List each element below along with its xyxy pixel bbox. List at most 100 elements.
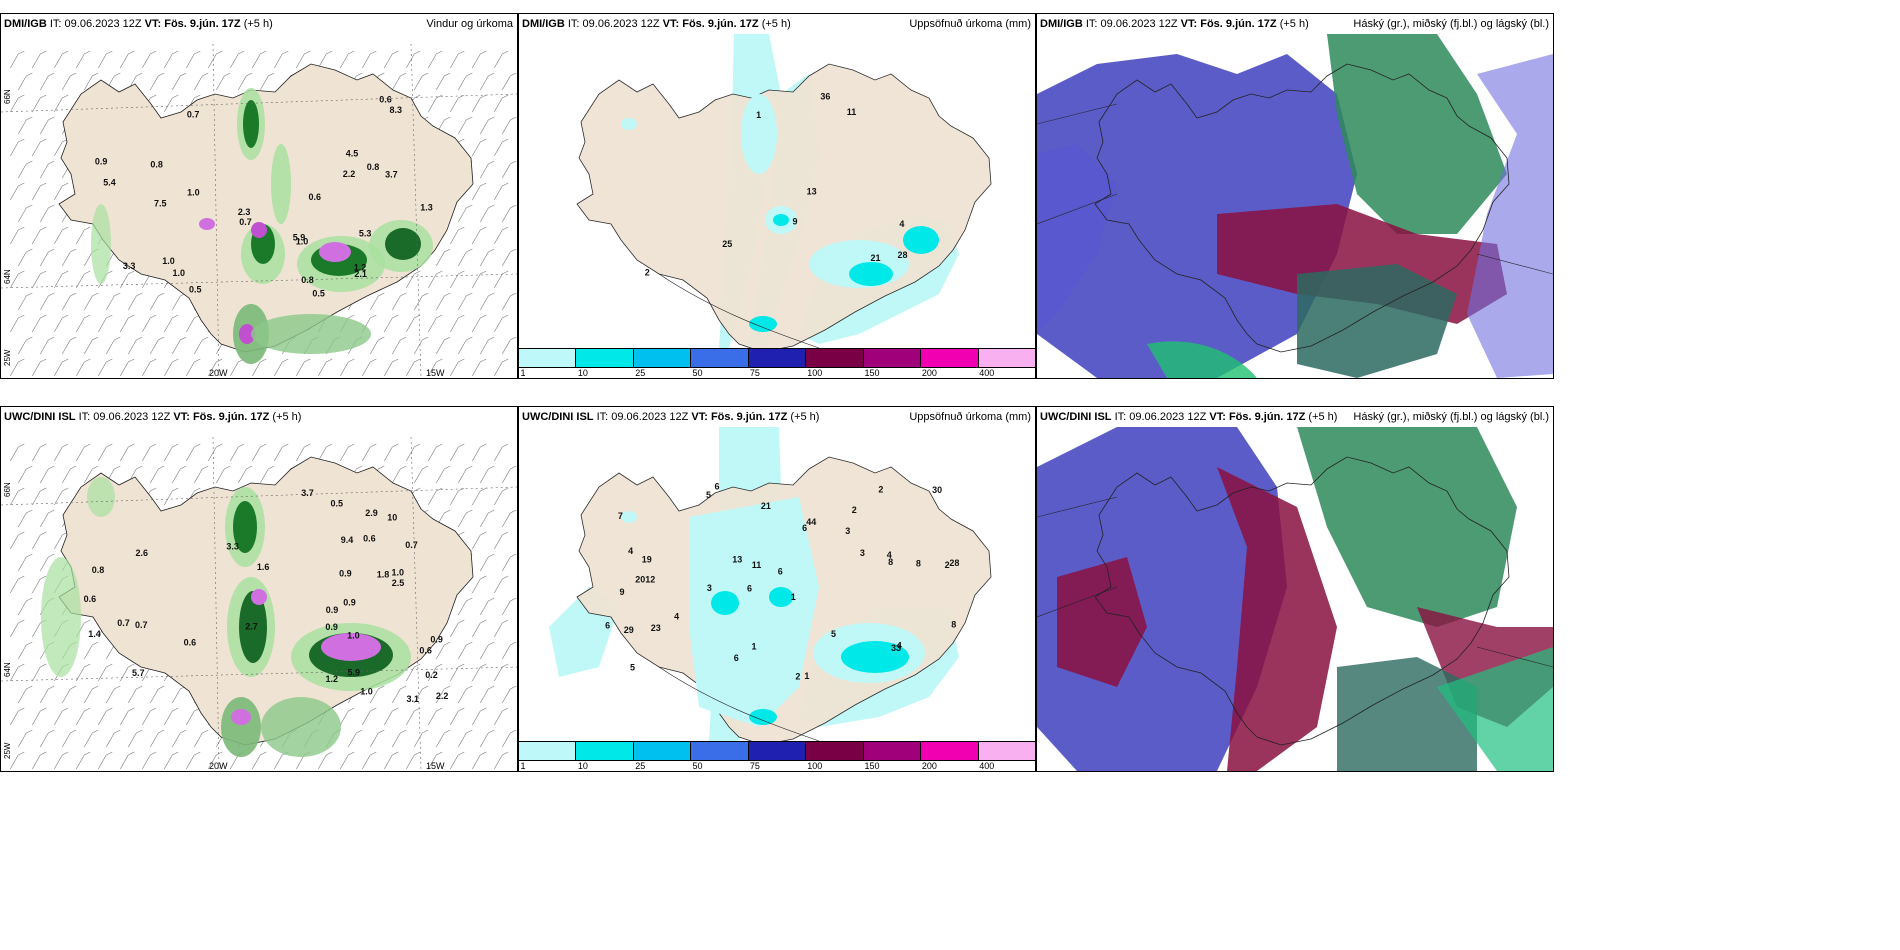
value-label: 3.1 xyxy=(407,694,420,704)
wind-barb xyxy=(480,72,495,91)
vt-label: VT: xyxy=(691,411,708,423)
wind-barb xyxy=(164,50,179,69)
wind-barb xyxy=(18,509,33,528)
wind-barb xyxy=(428,50,443,69)
wind-barb xyxy=(472,487,487,506)
cloud-cover-map[interactable] xyxy=(1037,34,1553,378)
colorbar-ticks: 1 10 25 50 75 100 150 200 400 xyxy=(519,761,1035,771)
wind-barb xyxy=(40,160,55,179)
panel-header: UWC/DINI ISL IT: 09.06.2023 12Z VT: Fös.… xyxy=(519,407,1035,427)
wind-barb xyxy=(502,248,517,267)
wind-barb xyxy=(472,270,487,289)
value-label: 0.9 xyxy=(343,597,356,607)
wind-barb xyxy=(40,204,55,223)
wind-barb xyxy=(252,358,267,377)
value-labels: 2 4 13 9 1 36 28 11 21 25 xyxy=(645,92,908,278)
wind-barb xyxy=(76,314,91,333)
wind-barb xyxy=(32,751,47,770)
wind-barb xyxy=(450,619,465,638)
colorbar-segment xyxy=(691,349,749,367)
wind-barb xyxy=(340,50,355,69)
value-label: 1.0 xyxy=(296,236,309,246)
wind-barb xyxy=(480,116,495,135)
accum-precip-map[interactable]: 6 2 2 6 1 12 7 3 9 6 6 5 5 3 2 1 1 2 3 4 19 20 28 8 6 4 11 8 4 29 33 44… xyxy=(519,427,1035,741)
cloud-cover-map[interactable] xyxy=(1037,427,1553,771)
wind-barb xyxy=(458,116,473,135)
value-label: 2.2 xyxy=(343,169,356,179)
wind-barb xyxy=(18,597,33,616)
it-label: IT: xyxy=(78,411,91,423)
wind-barb xyxy=(120,270,135,289)
wind-barb xyxy=(428,707,443,726)
value-label: 8.3 xyxy=(390,105,403,115)
model-name: DMI/IGB xyxy=(4,18,47,30)
wind-barb xyxy=(76,751,91,770)
lon-label-20w: 20W xyxy=(209,761,228,771)
value-label: 30 xyxy=(932,485,942,495)
wind-barb xyxy=(10,575,25,594)
wind-barb xyxy=(318,751,333,770)
wind-barb xyxy=(62,336,77,355)
value-label: 5 xyxy=(706,490,711,500)
colorbar-segment xyxy=(519,742,577,760)
wind-barb xyxy=(406,358,421,377)
wind-barb xyxy=(40,336,55,355)
wind-precip-map[interactable]: 0.9 0.9 1.8 0.6 1.2 0.6 1.0 1.6 0.2 1.0 0.9 0.9 1.4 1… xyxy=(1,427,517,771)
wind-barb xyxy=(216,72,231,91)
lat-label-66n: 66N xyxy=(3,89,12,104)
wind-barb xyxy=(62,72,77,91)
valid-time: Fös. 9.jún. 17Z xyxy=(682,18,759,30)
wind-barb xyxy=(10,707,25,726)
wind-barb xyxy=(106,292,121,311)
value-label: 0.8 xyxy=(150,159,163,169)
wind-barb xyxy=(54,751,69,770)
wind-barb xyxy=(18,72,33,91)
colorbar-tick: 400 xyxy=(979,368,995,378)
colorbar-segment xyxy=(748,349,807,367)
wind-barb xyxy=(164,443,179,462)
panel-header: DMI/IGB IT: 09.06.2023 12Z VT: Fös. 9.jú… xyxy=(519,14,1035,34)
vt-label: VT: xyxy=(173,411,190,423)
wind-barb xyxy=(340,443,355,462)
lead-time: (+5 h) xyxy=(1308,411,1338,423)
colorbar-tick: 1 xyxy=(520,368,526,378)
wind-precip-svg: 0.9 0.9 1.8 0.6 1.2 0.6 1.0 1.6 0.2 1.0 0.9 0.9 1.4 1… xyxy=(1,436,517,771)
value-label: 0.2 xyxy=(425,670,438,680)
model-name: DMI/IGB xyxy=(522,18,565,30)
wind-barb xyxy=(76,663,91,682)
value-label: 25 xyxy=(722,239,732,249)
it-label: IT: xyxy=(1114,411,1127,423)
wind-barb xyxy=(84,729,99,748)
wind-barb xyxy=(194,72,209,91)
wind-barb xyxy=(54,358,69,377)
wind-barb xyxy=(494,314,509,333)
value-label: 6 xyxy=(802,523,807,533)
value-labels: 0.9 0.9 1.8 0.6 1.2 0.6 1.0 1.6 0.2 1.0 0.9 0.9 1.4 1… xyxy=(84,488,449,704)
wind-barb xyxy=(120,50,135,69)
wind-barb xyxy=(436,685,451,704)
wind-barb xyxy=(84,685,99,704)
value-label: 11 xyxy=(847,107,857,117)
wind-barb xyxy=(32,270,47,289)
wind-barb xyxy=(450,663,465,682)
wind-barb xyxy=(428,94,443,113)
wind-barb xyxy=(164,751,179,770)
wind-barb xyxy=(480,204,495,223)
wind-barb xyxy=(450,50,465,69)
wind-barb xyxy=(54,94,69,113)
panel-title: Háský (gr.), miðský (fj.bl.) og lágský (… xyxy=(1353,18,1549,30)
value-label: 0.5 xyxy=(331,499,344,509)
value-label: 1.0 xyxy=(162,256,175,266)
wind-barb xyxy=(150,685,165,704)
value-label: 3.7 xyxy=(385,170,398,180)
wind-barb xyxy=(18,336,33,355)
wind-precip-map[interactable]: 0.5 0.7 1.0 0.8 0.8 0.8 1.3 1.0 0.7 1.0 3.3 0.9 2.3 5… xyxy=(1,34,517,378)
wind-barb xyxy=(18,729,33,748)
wind-barb xyxy=(32,182,47,201)
lon-label-15w: 15W xyxy=(426,761,445,771)
wind-barb xyxy=(186,50,201,69)
accum-precip-map[interactable]: 2 4 13 9 1 36 28 11 21 25 xyxy=(519,34,1035,348)
colorbar-tick: 50 xyxy=(692,761,703,771)
value-label: 1.0 xyxy=(187,188,200,198)
